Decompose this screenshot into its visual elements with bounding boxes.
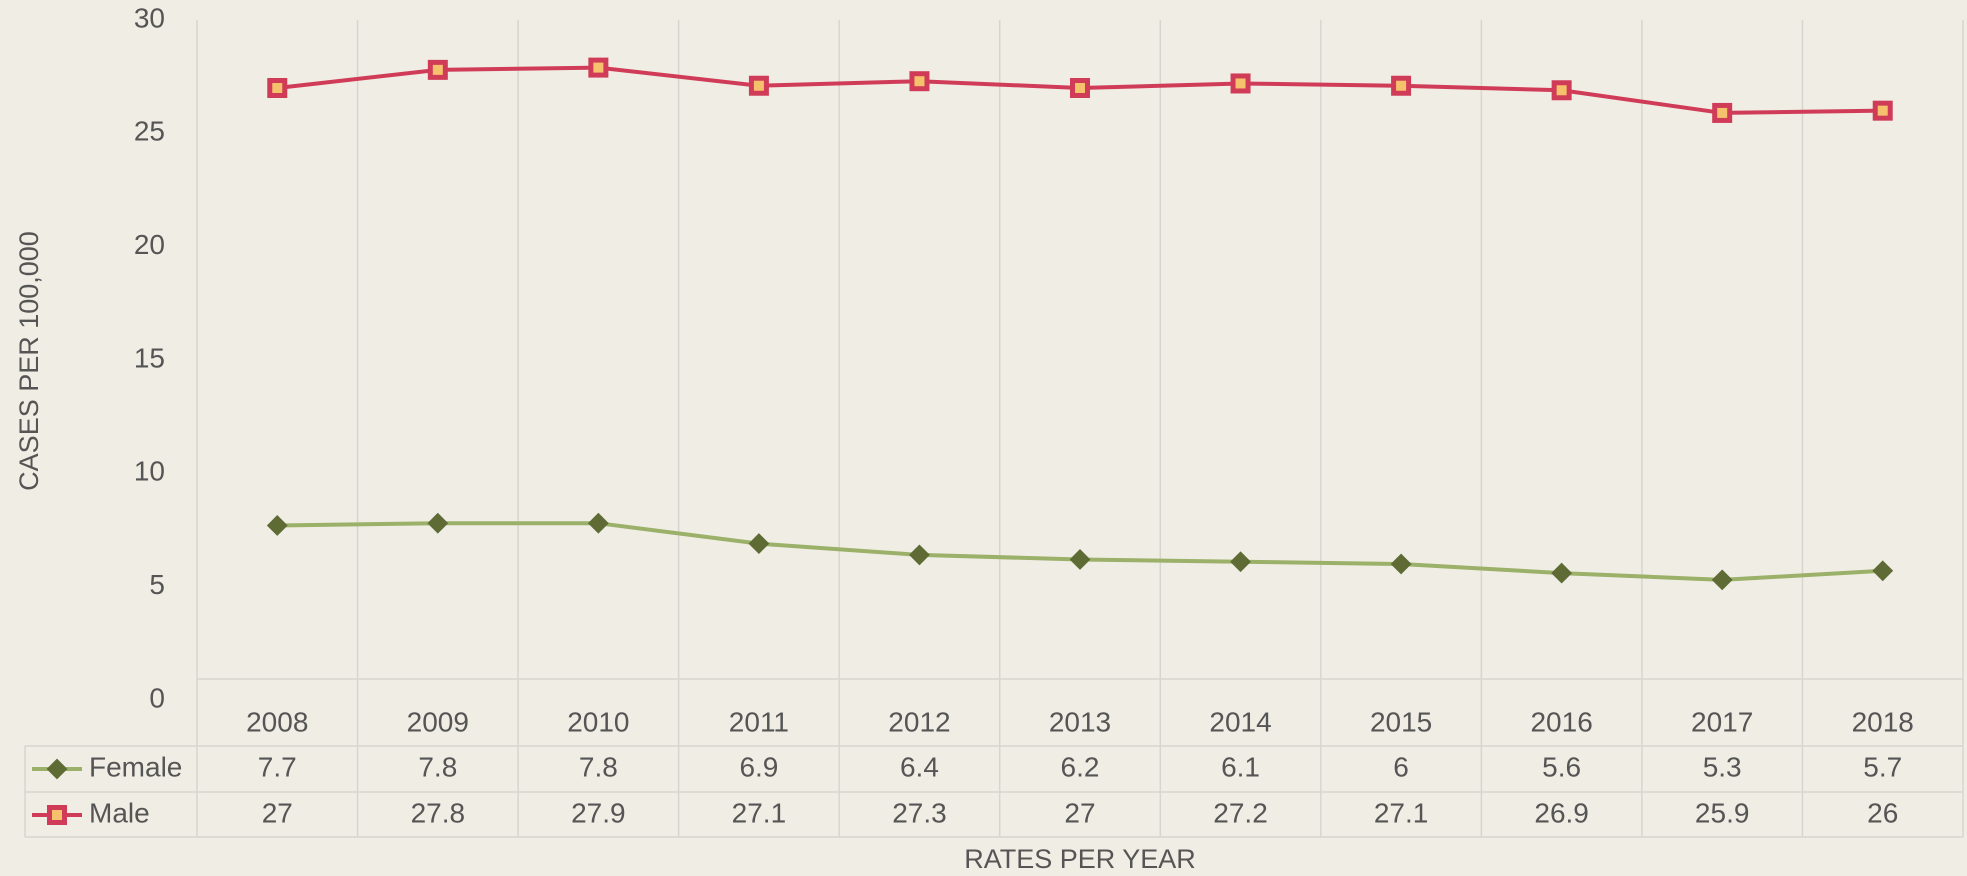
marker [588, 57, 609, 78]
table-value: 27 [1064, 797, 1095, 828]
y-axis-title: CASES PER 100,000 [14, 231, 44, 491]
marker [1872, 560, 1894, 582]
legend-label: Female [89, 751, 182, 782]
table-value: 27.1 [1374, 797, 1429, 828]
x-axis-title: RATES PER YEAR [964, 844, 1196, 874]
x-tick-label: 2013 [1049, 706, 1111, 737]
table-value: 27.1 [732, 797, 787, 828]
table-value: 6.2 [1061, 751, 1100, 782]
x-tick-label: 2011 [729, 706, 789, 737]
marker [1711, 569, 1733, 591]
table-value: 5.3 [1703, 751, 1742, 782]
x-tick-label: 2009 [407, 706, 469, 737]
table-value: 6.9 [739, 751, 778, 782]
marker [427, 59, 448, 80]
marker [1551, 80, 1572, 101]
table-value: 27.2 [1213, 797, 1268, 828]
table-value: 27.3 [892, 797, 947, 828]
table-value: 27.8 [411, 797, 466, 828]
x-tick-label: 2012 [888, 706, 950, 737]
table-value: 6.4 [900, 751, 939, 782]
table-value: 6 [1393, 751, 1409, 782]
x-tick-label: 2014 [1209, 706, 1271, 737]
marker [1390, 553, 1412, 575]
x-tick-label: 2016 [1530, 706, 1592, 737]
table-value: 26 [1867, 797, 1898, 828]
marker [748, 75, 769, 96]
marker [1070, 78, 1090, 98]
marker [748, 533, 770, 555]
table-value: 5.6 [1542, 751, 1581, 782]
marker [1230, 73, 1251, 94]
marker [909, 544, 930, 566]
legend-marker [46, 758, 68, 780]
y-tick-label: 25 [134, 116, 165, 147]
y-tick-label: 5 [149, 569, 165, 600]
x-tick-label: 2017 [1691, 706, 1753, 737]
table-value: 27.9 [571, 797, 626, 828]
marker [909, 71, 930, 92]
table-value: 5.7 [1863, 751, 1902, 782]
table-value: 27 [262, 797, 293, 828]
table-value: 7.8 [418, 751, 457, 782]
marker [427, 512, 449, 534]
legend-label: Male [89, 797, 150, 828]
marker [1391, 75, 1412, 96]
x-tick-label: 2018 [1852, 706, 1914, 737]
y-tick-label: 15 [134, 342, 165, 373]
marker [1712, 102, 1733, 123]
y-tick-label: 10 [134, 456, 165, 487]
table-value: 7.8 [579, 751, 618, 782]
table-value: 7.7 [258, 751, 297, 782]
marker [267, 78, 288, 98]
table-value: 26.9 [1534, 797, 1589, 828]
legend-marker [47, 805, 67, 825]
x-tick-label: 2010 [567, 706, 629, 737]
marker [1872, 100, 1893, 121]
y-tick-label: 0 [149, 682, 165, 713]
marker [1551, 562, 1573, 584]
y-tick-label: 20 [134, 229, 165, 260]
x-tick-label: 2015 [1370, 706, 1432, 737]
x-tick-label: 2008 [246, 706, 308, 737]
y-tick-label: 30 [134, 2, 165, 33]
marker [587, 512, 609, 534]
marker [1230, 551, 1251, 573]
table-value: 6.1 [1221, 751, 1260, 782]
marker [1069, 549, 1091, 570]
table-value: 25.9 [1695, 797, 1750, 828]
marker [266, 515, 288, 536]
